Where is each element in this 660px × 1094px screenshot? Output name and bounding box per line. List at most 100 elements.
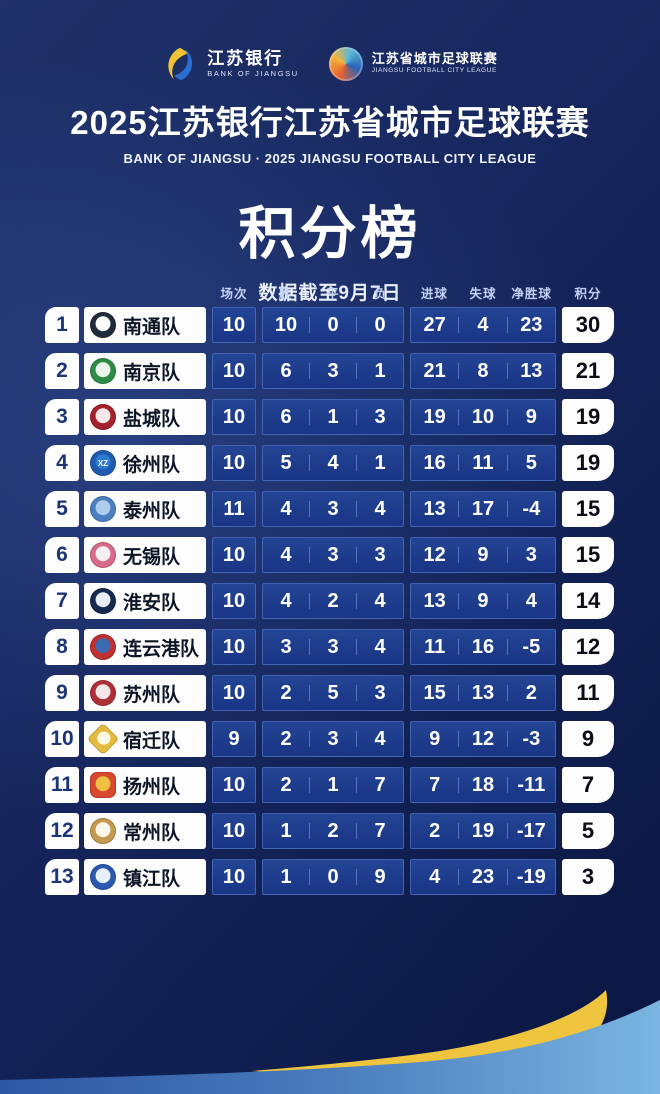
played-value: 10: [222, 681, 246, 704]
table-row: 4 XZ 徐州队 10 5 4 1 16 11 5 19: [45, 445, 615, 481]
team-badge-icon: [90, 404, 116, 430]
team-badge-icon: [90, 496, 116, 522]
win-draw-loss-cell: 2 1 7: [262, 767, 404, 803]
played-cell: 10: [212, 445, 256, 481]
goals-for-value: 21: [423, 359, 446, 382]
table-row: 8 连云港队 10 3 3 4 11 16 -5 12: [45, 629, 615, 665]
win-value: 6: [280, 359, 292, 382]
rank-number: 7: [56, 589, 68, 612]
cell-divider: [356, 685, 357, 701]
played-cell: 10: [212, 813, 256, 849]
rank-badge: 6: [45, 537, 79, 573]
cell-divider: [309, 455, 310, 471]
cell-divider: [458, 409, 460, 425]
played-cell: 11: [212, 491, 256, 527]
table-row: 1 南通队 10 10 0 0 27 4 23 30: [45, 307, 615, 343]
points-value: 5: [581, 818, 595, 843]
goal-diff-value: 23: [520, 313, 543, 336]
cell-divider: [458, 593, 460, 609]
table-row: 6 无锡队 10 4 3 3 12 9 3 15: [45, 537, 615, 573]
team-badge-icon: [90, 312, 116, 338]
played-cell: 10: [212, 859, 256, 895]
goals-cell: 16 11 5: [410, 445, 556, 481]
win-draw-loss-cell: 1 2 7: [262, 813, 404, 849]
points-value: 12: [575, 634, 601, 659]
team-name: 盐城队: [123, 408, 181, 430]
data-cutoff-note: 数据截至9月7日: [258, 283, 402, 304]
rank-number: 5: [56, 497, 68, 520]
draw-value: 1: [327, 405, 339, 428]
cell-divider: [356, 777, 357, 793]
rank-number: 12: [50, 819, 74, 842]
cell-divider: [356, 823, 357, 839]
team-badge-icon: S: [86, 722, 120, 756]
win-draw-loss-cell: 4 2 4: [262, 583, 404, 619]
rank-number: 3: [56, 405, 68, 428]
goals-for-value: 16: [423, 451, 446, 474]
played-value: 10: [222, 313, 246, 336]
cell-divider: [309, 501, 310, 517]
rank-badge: 13: [45, 859, 79, 895]
poster: 江苏银行 BANK OF JIANGSU 江苏省城市足球联赛 JIANGSU F…: [0, 0, 660, 895]
cell-divider: [356, 409, 357, 425]
win-draw-loss-cell: 2 3 4: [262, 721, 404, 757]
played-value: 10: [222, 819, 246, 842]
rank-badge: 2: [45, 353, 79, 389]
win-value: 5: [280, 451, 292, 474]
goals-cell: 11 16 -5: [410, 629, 556, 665]
goal-diff-value: -3: [522, 727, 541, 750]
points-cell: 19: [562, 445, 614, 481]
points-value: 19: [575, 450, 601, 475]
rank-number: 6: [56, 543, 68, 566]
goals-for-value: 12: [423, 543, 446, 566]
cell-divider: [356, 501, 357, 517]
team-badge-icon: XZ: [90, 450, 116, 476]
bank-logo-cn: 江苏银行: [207, 49, 284, 69]
played-value: 10: [222, 405, 246, 428]
points-value: 14: [575, 588, 601, 613]
win-draw-loss-cell: 1 0 9: [262, 859, 404, 895]
rank-number: 11: [50, 773, 74, 796]
team-cell: 盐城队: [84, 399, 206, 435]
goal-diff-value: -5: [522, 635, 541, 658]
played-cell: 10: [212, 767, 256, 803]
cell-divider: [458, 869, 460, 885]
rank-badge: 12: [45, 813, 79, 849]
team-cell: 淮安队: [84, 583, 206, 619]
points-cell: 5: [562, 813, 614, 849]
cell-divider: [506, 547, 508, 563]
points-cell: 12: [562, 629, 614, 665]
goals-against-value: 11: [472, 451, 494, 474]
team-badge-icon: [90, 818, 116, 844]
win-value: 4: [280, 589, 292, 612]
points-value: 19: [575, 404, 601, 429]
win-value: 2: [280, 773, 292, 796]
cell-divider: [309, 363, 310, 379]
loss-value: 7: [374, 773, 386, 796]
points-cell: 21: [562, 353, 614, 389]
goals-against-value: 4: [477, 313, 489, 336]
team-name: 苏州队: [123, 684, 181, 706]
goal-diff-value: -11: [517, 773, 546, 796]
loss-value: 3: [374, 405, 386, 428]
team-cell: 常州队: [84, 813, 206, 849]
draw-value: 3: [327, 359, 339, 382]
team-name: 镇江队: [123, 868, 181, 890]
cell-divider: [356, 593, 357, 609]
draw-value: 4: [327, 451, 339, 474]
rank-number: 4: [56, 451, 68, 474]
cell-divider: [458, 317, 460, 333]
goals-cell: 21 8 13: [410, 353, 556, 389]
rank-badge: 7: [45, 583, 79, 619]
page-subtitle: BANK OF JIANGSU · 2025 JIANGSU FOOTBALL …: [123, 151, 537, 166]
played-cell: 10: [212, 307, 256, 343]
rank-badge: 8: [45, 629, 79, 665]
team-name: 常州队: [123, 822, 181, 844]
loss-value: 3: [374, 543, 386, 566]
team-name: 泰州队: [123, 500, 181, 522]
team-cell: 南京队: [84, 353, 206, 389]
win-draw-loss-cell: 3 3 4: [262, 629, 404, 665]
win-value: 1: [280, 819, 292, 842]
